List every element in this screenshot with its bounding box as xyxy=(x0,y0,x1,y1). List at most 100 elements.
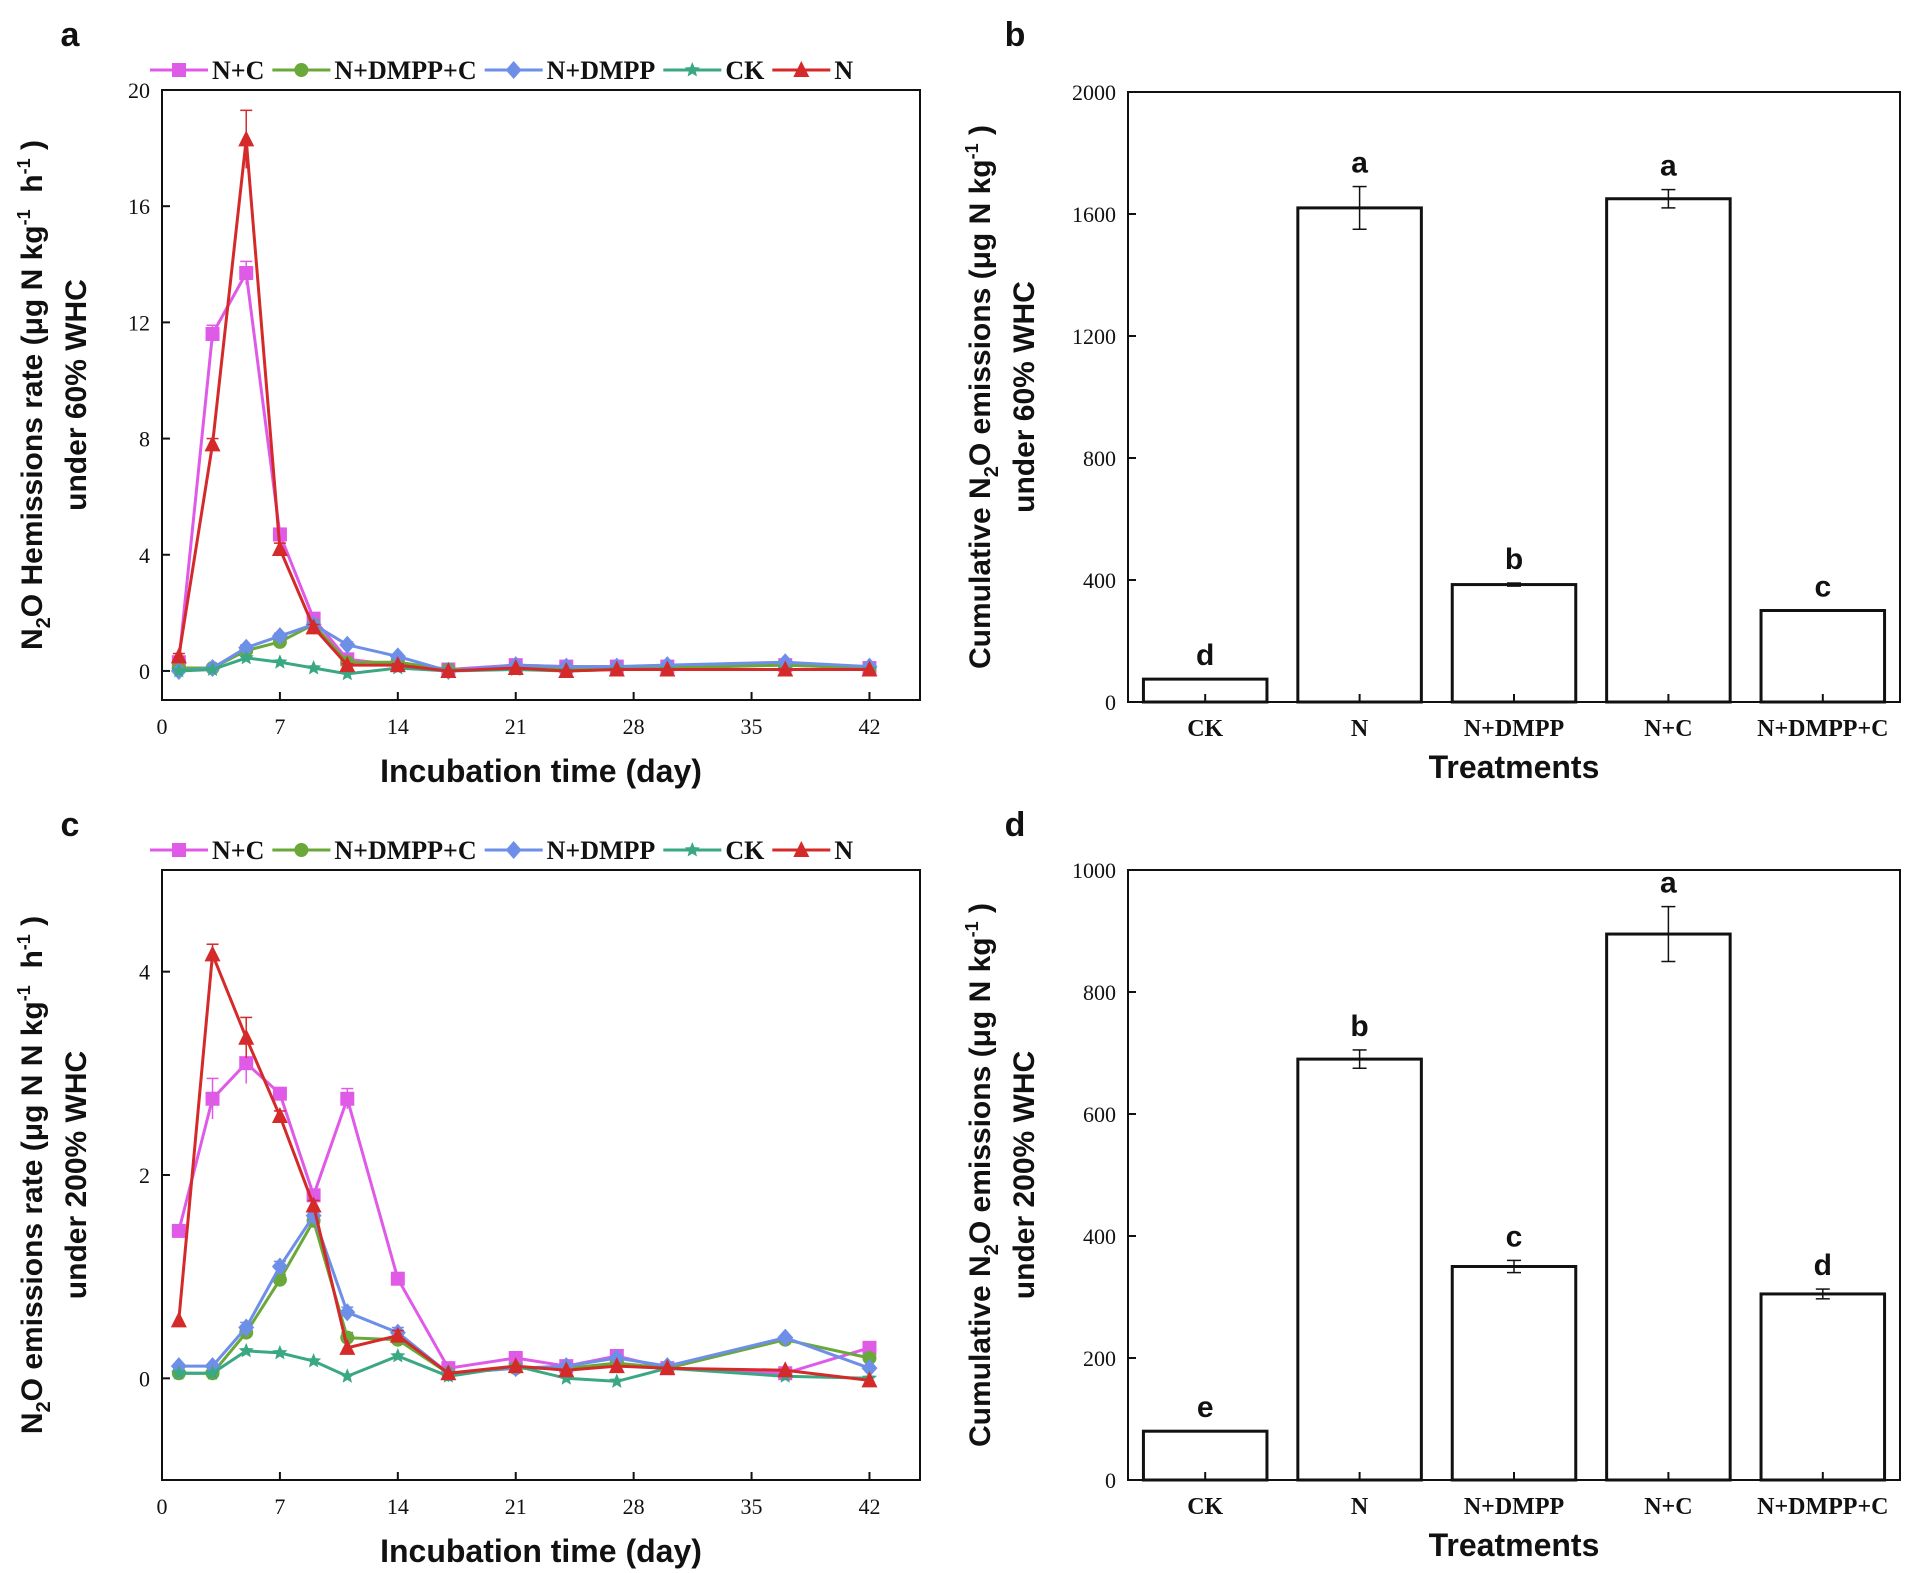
category-label: N+C xyxy=(1644,716,1692,742)
legend-label: N xyxy=(834,56,853,85)
marker-star xyxy=(204,661,221,676)
marker-diamond xyxy=(505,61,522,79)
axis-title-span xyxy=(16,969,49,977)
marker-star xyxy=(272,654,288,669)
x-tick-label: 7 xyxy=(274,714,285,739)
marker-triangle xyxy=(339,1338,356,1355)
marker-triangle xyxy=(558,1361,575,1378)
y-tick-label: 800 xyxy=(1083,446,1116,471)
marker-star xyxy=(684,842,700,857)
x-axis-title: Treatments xyxy=(1429,749,1600,785)
marker-star xyxy=(306,1353,322,1368)
axis-title-span xyxy=(964,913,997,921)
category-label: N+DMPP xyxy=(1464,716,1564,742)
bar xyxy=(1450,1265,1578,1482)
axis-title-span: h xyxy=(16,950,49,968)
marker-square xyxy=(390,1271,405,1286)
panel-letter-c: c xyxy=(61,806,80,844)
y-tick-label: 1000 xyxy=(1072,858,1116,883)
marker-star xyxy=(558,1370,574,1385)
marker-triangle xyxy=(170,1311,187,1328)
category-label: N xyxy=(1351,1494,1369,1520)
y-tick-label: 2 xyxy=(139,1163,150,1188)
x-tick-label: 35 xyxy=(741,714,763,739)
x-tick-label: 42 xyxy=(858,714,880,739)
marker-square xyxy=(205,1091,220,1106)
marker-diamond xyxy=(238,1318,255,1337)
legend-label: N+C xyxy=(212,56,264,85)
axis-title-span: O xyxy=(16,594,49,617)
y-tick-label: 600 xyxy=(1083,1102,1116,1127)
axis-title-span: 2 xyxy=(33,617,55,628)
series-N xyxy=(170,943,878,1388)
category-label: CK xyxy=(1187,1494,1223,1520)
marker-triangle xyxy=(238,130,255,147)
axis-title-span: kg xyxy=(964,937,997,972)
significance-letter: a xyxy=(1660,150,1677,183)
bar xyxy=(1296,206,1423,704)
panel-letter-b: b xyxy=(1005,16,1026,54)
series-line xyxy=(178,1349,870,1383)
marker-triangle xyxy=(389,656,406,673)
y-axis-subtitle: under 60% WHC xyxy=(1008,281,1041,513)
axis-title-span xyxy=(16,926,49,934)
significance-letter: d xyxy=(1814,1249,1832,1282)
marker-square xyxy=(239,266,254,280)
marker-triangle xyxy=(659,1359,676,1376)
x-tick-label: 21 xyxy=(505,714,527,739)
axis-title-span: ) xyxy=(964,125,997,135)
series-line xyxy=(177,1061,870,1375)
significance-letter: a xyxy=(1351,147,1368,180)
y-tick-label: 0 xyxy=(139,659,150,684)
marker-triangle xyxy=(608,660,625,677)
marker-star xyxy=(171,1365,187,1380)
axis-title-span xyxy=(16,977,49,985)
marker-triangle xyxy=(238,1028,255,1045)
axis-title-span: -1 xyxy=(962,143,982,159)
axis-title-span: Hemissions rate (μg N xyxy=(16,260,49,593)
axis-title-span xyxy=(16,193,49,201)
x-tick-label: 0 xyxy=(157,1494,168,1519)
marker-circle xyxy=(294,843,309,857)
marker-triangle xyxy=(204,945,221,962)
marker-triangle xyxy=(440,1364,457,1381)
series-line xyxy=(178,1212,871,1375)
x-tick-label: 35 xyxy=(741,1494,763,1519)
marker-star xyxy=(390,1348,406,1363)
axis-title-span: emissions (μg N xyxy=(964,194,997,442)
y-tick-label: 1600 xyxy=(1072,202,1116,227)
x-tick-label: 0 xyxy=(157,714,168,739)
y-tick-label: 400 xyxy=(1083,568,1116,593)
marker-diamond xyxy=(238,638,255,657)
x-tick-label: 28 xyxy=(623,1494,645,1519)
axis-title-span: N xyxy=(16,1412,49,1434)
marker-diamond xyxy=(339,635,356,654)
y-tick-label: 12 xyxy=(128,310,150,335)
marker-triangle xyxy=(777,660,794,677)
bar-chart-b: 0 400 800 1200 1600 2000 CK d Na N+DMPP b N+C a N+DMP… xyxy=(962,80,1901,785)
marker-star xyxy=(204,1365,221,1380)
marker-square xyxy=(172,843,186,857)
y-tick-label: 4 xyxy=(139,543,150,568)
marker-circle xyxy=(272,1272,287,1287)
y-tick-label: 800 xyxy=(1083,980,1116,1005)
marker-diamond xyxy=(339,1303,356,1322)
y-tick-label: 16 xyxy=(128,194,150,219)
category-label: N+DMPP xyxy=(1464,1494,1564,1520)
marker-diamond xyxy=(777,1328,794,1347)
marker-square xyxy=(239,1056,254,1071)
x-axis-title: Incubation time (day) xyxy=(380,1533,702,1569)
axis-title-span: N xyxy=(964,1255,997,1277)
axis-title-span: ) xyxy=(16,916,49,926)
legend-label: N+DMPP xyxy=(547,56,656,85)
marker-square xyxy=(340,1091,355,1106)
axis-title-span: 2 xyxy=(33,1401,55,1412)
panel-letter-d: d xyxy=(1005,806,1026,844)
y-axis-title: Cumulative N2O emissions (μg N kg-1 ) xyxy=(962,903,1003,1447)
marker-triangle xyxy=(861,660,878,677)
panel-letter-a: a xyxy=(61,16,81,54)
marker-triangle xyxy=(440,661,457,678)
marker-star xyxy=(238,649,254,665)
y-axis-subtitle: under 200% WHC xyxy=(60,1051,93,1299)
y-tick-label: 1200 xyxy=(1072,324,1116,349)
